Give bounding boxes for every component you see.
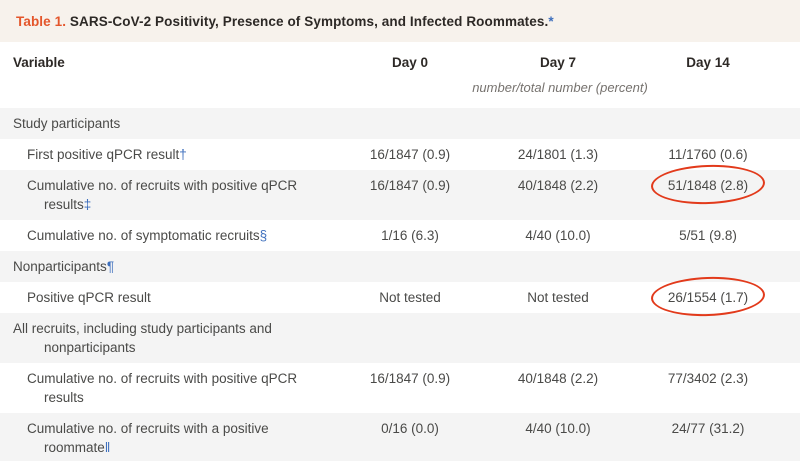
value-text: Not tested [379, 290, 441, 305]
row-label-text: First positive qPCR result [27, 147, 180, 162]
row-label: All recruits, including study participan… [0, 319, 336, 357]
table-data-row: Cumulative no. of symptomatic recruits§ 1… [0, 220, 800, 251]
row-value-day14: 5/51 (9.8) [632, 226, 784, 245]
value-text: 16/1847 (0.9) [369, 178, 451, 193]
row-value-day7: 40/1848 (2.2) [484, 176, 632, 195]
footnote-marker: ¶ [106, 259, 115, 274]
row-value-day7: Not tested [484, 288, 632, 307]
table-data-row: Cumulative no. of recruits with positive… [0, 163, 800, 220]
row-label-text: Cumulative no. of recruits with positive… [27, 178, 298, 212]
footnote-marker: † [179, 147, 187, 162]
row-value-day7: 24/1801 (1.3) [484, 145, 632, 164]
value-text: 26/1554 (1.7) [667, 290, 749, 305]
value-text: 24/1801 (1.3) [517, 147, 599, 162]
value-text: 11/1760 (0.6) [668, 147, 748, 162]
table-data-row: Positive qPCR result Not tested Not tested… [0, 275, 800, 318]
row-value-day0: 16/1847 (0.9) [336, 176, 484, 195]
row-label-text: Cumulative no. of recruits with positive… [27, 371, 298, 405]
row-value-day7: 4/40 (10.0) [484, 226, 632, 245]
row-label: First positive qPCR result† [0, 145, 336, 164]
row-label: Nonparticipants¶ [0, 257, 336, 276]
row-value-day0: 1/16 (6.3) [336, 226, 484, 245]
row-value-day0: 16/1847 (0.9) [336, 145, 484, 164]
value-text: 4/40 (10.0) [525, 228, 591, 243]
value-text: Not tested [527, 290, 589, 305]
table-body: Study participants First positive qPCR re… [0, 108, 800, 461]
column-header-day0: Day 0 [391, 55, 429, 70]
row-label-text: All recruits, including study participan… [13, 321, 272, 355]
table-section-row: Nonparticipants¶ [0, 251, 800, 282]
table-title-bar: Table 1. SARS-CoV-2 Positivity, Presence… [0, 0, 800, 42]
row-label: Cumulative no. of symptomatic recruits§ [0, 226, 336, 245]
value-text: 5/51 (9.8) [679, 228, 737, 243]
footnote-marker: ‡ [83, 197, 92, 212]
row-label: Cumulative no. of recruits with positive… [0, 176, 336, 214]
value-text: 24/77 (31.2) [671, 421, 745, 436]
row-label-text: Positive qPCR result [27, 290, 151, 305]
value-text: 77/3402 (2.3) [667, 371, 749, 386]
row-value-day14: 11/1760 (0.6) [632, 145, 784, 164]
value-text: 51/1848 (2.8) [667, 178, 749, 193]
table-data-row: Cumulative no. of recruits with a positi… [0, 413, 800, 461]
row-label-text: Cumulative no. of recruits with a positi… [27, 421, 269, 455]
row-label-text: Nonparticipants [13, 259, 107, 274]
row-value-day14: 26/1554 (1.7) [632, 275, 784, 318]
row-value-day14: 24/77 (31.2) [632, 419, 784, 438]
table-number-label: Table 1. [16, 14, 67, 29]
table-section-row: All recruits, including study participan… [0, 313, 800, 363]
table-title-text: SARS-CoV-2 Positivity, Presence of Sympt… [66, 14, 549, 29]
row-label: Cumulative no. of recruits with a positi… [0, 419, 336, 457]
value-text: 40/1848 (2.2) [517, 371, 599, 386]
title-footnote-asterisk: * [548, 14, 554, 29]
row-label: Cumulative no. of recruits with positive… [0, 369, 336, 407]
row-value-day7: 40/1848 (2.2) [484, 369, 632, 388]
table-data-row: First positive qPCR result† 16/1847 (0.9)… [0, 139, 800, 170]
value-text: 16/1847 (0.9) [369, 147, 451, 162]
value-text: 40/1848 (2.2) [517, 178, 599, 193]
table-header-row: Variable Day 0 Day 7 Day 14 [0, 42, 800, 72]
value-text: 1/16 (6.3) [381, 228, 439, 243]
footnote-marker: § [259, 228, 268, 243]
footnote-marker: ‖ [104, 440, 111, 455]
row-label-text: Study participants [13, 116, 121, 131]
column-header-variable: Variable [13, 55, 65, 70]
column-header-day14: Day 14 [686, 55, 730, 70]
table-section-row: Study participants [0, 108, 800, 139]
units-note: number/total number (percent) [472, 80, 648, 95]
column-header-day7: Day 7 [539, 55, 577, 70]
row-label-text: Cumulative no. of symptomatic recruits [27, 228, 260, 243]
value-text: 4/40 (10.0) [525, 421, 591, 436]
row-value-day7: 4/40 (10.0) [484, 419, 632, 438]
table-data-row: Cumulative no. of recruits with positive… [0, 363, 800, 413]
row-value-day0: 0/16 (0.0) [336, 419, 484, 438]
row-label: Positive qPCR result [0, 288, 336, 307]
row-label: Study participants [0, 114, 336, 133]
units-note-row: number/total number (percent) [0, 72, 800, 108]
row-value-day14: 77/3402 (2.3) [632, 369, 784, 388]
row-value-day14: 51/1848 (2.8) [632, 163, 784, 206]
value-text: 16/1847 (0.9) [369, 371, 451, 386]
value-text: 0/16 (0.0) [381, 421, 439, 436]
row-value-day0: 16/1847 (0.9) [336, 369, 484, 388]
row-value-day0: Not tested [336, 288, 484, 307]
